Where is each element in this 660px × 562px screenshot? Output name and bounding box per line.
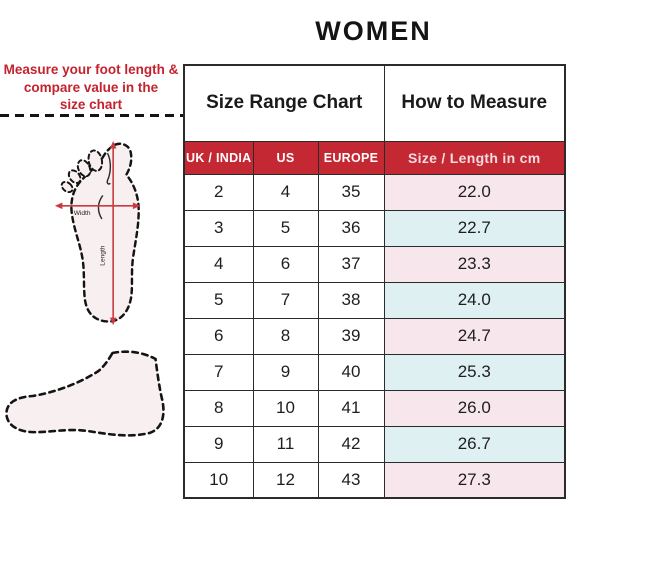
table-column-header-row: UK / INDIA US EUROPE Size / Length in cm — [183, 140, 566, 175]
cell-us: 9 — [252, 353, 319, 391]
toe-outline — [60, 180, 74, 194]
instruction-line: Measure your foot length & — [3, 62, 179, 77]
table-row: 3 5 36 22.7 — [183, 209, 566, 247]
column-header-length-cm: Size / Length in cm — [383, 140, 566, 175]
cell-us: 6 — [252, 245, 319, 283]
measure-instruction-text: Measure your foot length & compare value… — [2, 61, 180, 114]
cell-us: 12 — [252, 461, 319, 499]
arrow-head-right — [132, 202, 141, 210]
table-row: 8 10 41 26.0 — [183, 389, 566, 427]
cell-uk-india: 9 — [183, 425, 254, 463]
size-table-body: 2 4 35 22.0 3 5 36 22.7 4 6 37 23.3 5 7 38 24.0 6 8 39 24.7… — [183, 173, 566, 499]
instruction-line: size chart — [59, 97, 123, 113]
arrow-head-up — [109, 140, 117, 149]
foot-top-view-diagram: Width Length — [54, 140, 141, 326]
cell-us: 5 — [252, 209, 319, 247]
foot-side-outline — [5, 350, 165, 437]
cell-uk-india: 4 — [183, 245, 254, 283]
toe-outline — [76, 159, 92, 178]
length-label: Length — [100, 245, 107, 265]
dashed-divider-line — [0, 114, 185, 117]
cell-length-cm: 24.0 — [383, 281, 566, 319]
cell-uk-india: 5 — [183, 281, 254, 319]
toe-outline — [87, 149, 104, 172]
cell-length-cm: 23.3 — [383, 245, 566, 283]
cell-us: 7 — [252, 281, 319, 319]
size-range-chart-header: Size Range Chart — [183, 64, 385, 142]
cell-uk-india: 2 — [183, 173, 254, 211]
cell-europe: 40 — [317, 353, 385, 391]
cell-length-cm: 26.7 — [383, 425, 566, 463]
arrow-head-left — [54, 202, 63, 210]
cell-us: 11 — [252, 425, 319, 463]
cell-length-cm: 24.7 — [383, 317, 566, 355]
column-header-uk-india: UK / INDIA — [183, 140, 254, 175]
cell-length-cm: 25.3 — [383, 353, 566, 391]
column-header-europe: EUROPE — [317, 140, 385, 175]
cell-europe: 42 — [317, 425, 385, 463]
cell-europe: 43 — [317, 461, 385, 499]
cell-length-cm: 22.0 — [383, 173, 566, 211]
page-title: WOMEN — [315, 16, 432, 46]
size-range-table: Size Range Chart How to Measure UK / IND… — [183, 64, 566, 499]
table-row: 5 7 38 24.0 — [183, 281, 566, 319]
table-section-header-row: Size Range Chart How to Measure — [183, 64, 566, 142]
cell-us: 4 — [252, 173, 319, 211]
table-row: 9 11 42 26.7 — [183, 425, 566, 463]
cell-europe: 39 — [317, 317, 385, 355]
column-header-us: US — [252, 140, 319, 175]
cell-us: 8 — [252, 317, 319, 355]
table-row: 6 8 39 24.7 — [183, 317, 566, 355]
cell-europe: 36 — [317, 209, 385, 247]
cell-europe: 37 — [317, 245, 385, 283]
cell-uk-india: 3 — [183, 209, 254, 247]
how-to-measure-header: How to Measure — [383, 64, 566, 142]
instruction-line: compare value in the — [23, 79, 159, 95]
width-label: Width — [74, 210, 91, 217]
cell-length-cm: 26.0 — [383, 389, 566, 427]
big-toe-crease — [106, 152, 112, 185]
cell-uk-india: 10 — [183, 461, 254, 499]
ball-crease — [97, 195, 104, 220]
cell-europe: 35 — [317, 173, 385, 211]
arrow-head-down — [109, 317, 117, 326]
foot-sole-outline — [70, 142, 140, 323]
cell-europe: 41 — [317, 389, 385, 427]
cell-us: 10 — [252, 389, 319, 427]
table-row: 2 4 35 22.0 — [183, 173, 566, 211]
foot-side-view-diagram — [5, 350, 165, 437]
toe-outline — [67, 169, 82, 184]
table-row: 10 12 43 27.3 — [183, 461, 566, 499]
cell-length-cm: 27.3 — [383, 461, 566, 499]
cell-uk-india: 8 — [183, 389, 254, 427]
cell-uk-india: 6 — [183, 317, 254, 355]
table-row: 4 6 37 23.3 — [183, 245, 566, 283]
cell-uk-india: 7 — [183, 353, 254, 391]
cell-europe: 38 — [317, 281, 385, 319]
cell-length-cm: 22.7 — [383, 209, 566, 247]
table-row: 7 9 40 25.3 — [183, 353, 566, 391]
